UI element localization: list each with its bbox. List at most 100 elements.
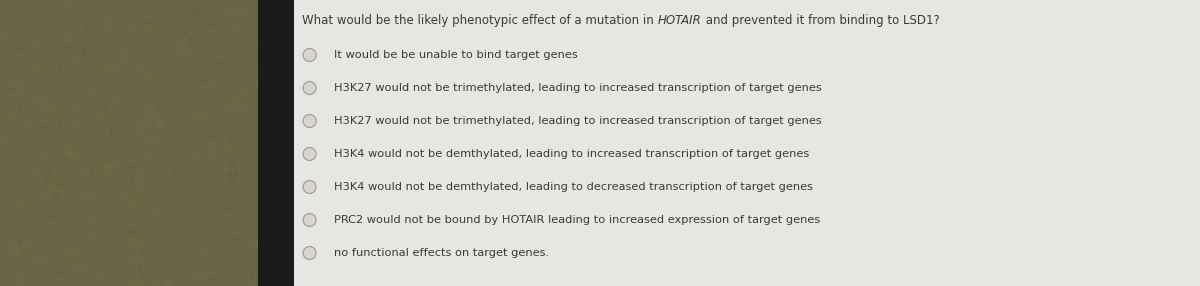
Bar xyxy=(216,59,224,65)
Bar xyxy=(1,235,5,242)
Bar xyxy=(35,41,42,47)
Text: H3K4 would not be demthylated, leading to decreased transcription of target gene: H3K4 would not be demthylated, leading t… xyxy=(334,182,812,192)
Bar xyxy=(56,272,64,274)
Bar xyxy=(91,167,94,175)
Text: It would be be unable to bind target genes: It would be be unable to bind target gen… xyxy=(334,50,577,60)
Bar xyxy=(140,250,146,257)
Bar xyxy=(229,159,235,166)
Bar xyxy=(206,100,211,106)
Bar xyxy=(164,281,172,286)
Bar xyxy=(95,113,101,118)
Bar xyxy=(114,95,119,101)
Bar xyxy=(130,165,134,168)
Bar xyxy=(138,67,142,72)
Bar xyxy=(209,282,212,286)
Bar xyxy=(38,124,47,128)
Bar xyxy=(60,192,61,195)
Bar xyxy=(176,123,180,128)
Bar xyxy=(52,198,59,200)
Bar xyxy=(34,217,36,219)
Bar xyxy=(158,2,160,7)
Bar xyxy=(90,9,92,14)
Bar xyxy=(170,280,175,282)
Circle shape xyxy=(304,180,316,194)
Bar xyxy=(8,99,14,105)
Bar xyxy=(221,237,226,243)
Bar xyxy=(20,122,26,125)
Bar xyxy=(92,217,94,219)
Bar xyxy=(216,92,218,94)
Bar xyxy=(56,203,64,207)
Bar xyxy=(134,235,139,243)
Bar xyxy=(208,134,215,139)
Bar xyxy=(230,151,238,153)
Bar xyxy=(118,112,121,117)
Bar xyxy=(240,92,246,96)
Bar xyxy=(155,234,162,238)
Bar xyxy=(138,142,142,146)
Bar xyxy=(215,145,217,149)
Bar xyxy=(151,114,157,118)
Bar xyxy=(28,218,32,225)
Bar xyxy=(256,81,260,86)
Bar xyxy=(229,135,232,141)
Bar xyxy=(211,126,215,130)
Bar xyxy=(22,282,26,286)
Bar xyxy=(133,259,138,265)
Bar xyxy=(47,167,52,174)
Bar xyxy=(239,154,246,160)
Bar xyxy=(245,276,252,280)
Bar xyxy=(186,65,193,73)
Bar xyxy=(143,152,146,154)
Bar xyxy=(8,241,13,245)
Bar xyxy=(12,47,18,50)
Circle shape xyxy=(304,114,316,128)
Bar xyxy=(155,269,162,275)
Bar xyxy=(31,67,35,71)
Bar xyxy=(160,132,164,140)
Bar xyxy=(148,220,150,228)
Bar xyxy=(126,117,132,119)
Bar xyxy=(133,279,138,284)
Bar xyxy=(55,9,61,13)
Bar xyxy=(77,120,80,126)
Bar xyxy=(42,157,48,163)
Bar xyxy=(92,282,97,285)
Bar xyxy=(23,275,29,281)
Text: H3K27 would not be trimethylated, leading to increased transcription of target g: H3K27 would not be trimethylated, leadin… xyxy=(334,116,821,126)
Bar xyxy=(137,125,143,133)
Bar xyxy=(48,110,55,112)
Bar xyxy=(24,138,30,143)
Text: HOTAIR: HOTAIR xyxy=(658,14,702,27)
Bar xyxy=(25,131,30,134)
Bar xyxy=(232,23,236,27)
Bar xyxy=(124,142,131,145)
Bar xyxy=(238,25,241,27)
Bar xyxy=(103,26,107,31)
Bar xyxy=(212,99,216,101)
Bar xyxy=(144,121,151,124)
Bar xyxy=(62,195,68,202)
Bar xyxy=(28,9,34,13)
Circle shape xyxy=(304,247,316,259)
Bar xyxy=(238,226,239,232)
Bar xyxy=(86,236,91,238)
Bar xyxy=(133,188,138,194)
Bar xyxy=(254,69,260,76)
Bar xyxy=(198,115,203,121)
Bar xyxy=(5,141,7,146)
Bar xyxy=(198,144,203,150)
Bar xyxy=(120,155,124,161)
Bar xyxy=(194,45,202,53)
Bar xyxy=(118,148,122,154)
Bar xyxy=(71,5,78,8)
Bar xyxy=(1,33,6,39)
Bar xyxy=(169,162,173,167)
Bar xyxy=(106,158,110,162)
Bar xyxy=(25,129,31,133)
Bar xyxy=(24,192,29,200)
Bar xyxy=(218,218,223,221)
Bar xyxy=(208,81,210,87)
Bar xyxy=(125,141,127,144)
Bar xyxy=(228,54,232,60)
